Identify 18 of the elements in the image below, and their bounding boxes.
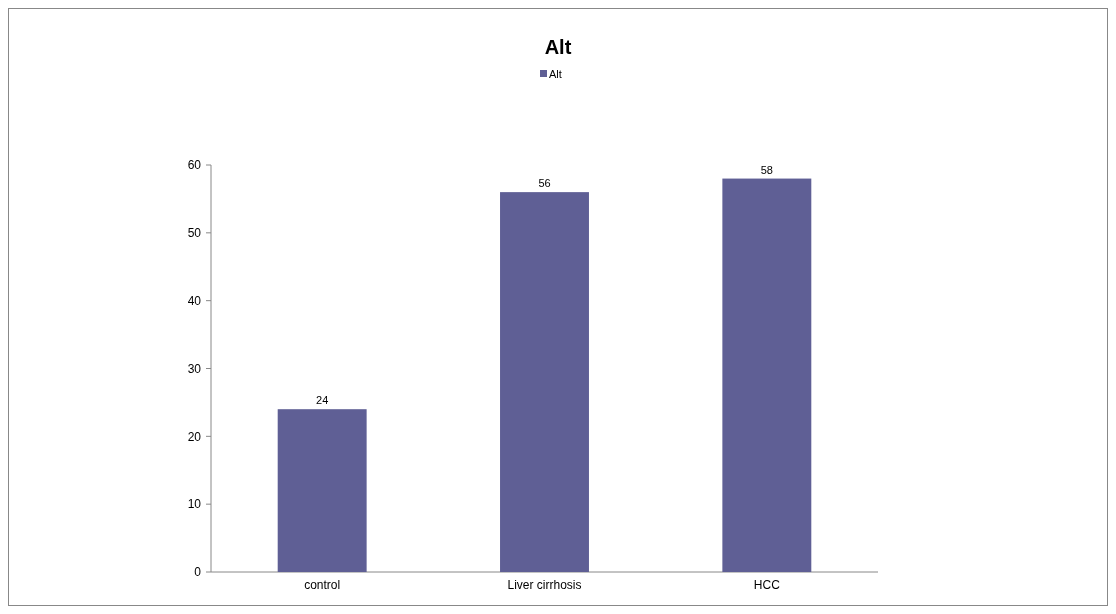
y-tick-label: 0 [194,565,202,580]
x-tick-label: control [304,578,341,592]
data-label: 58 [760,163,773,176]
y-tick-label: 60 [187,158,202,173]
data-label: 56 [538,177,551,190]
x-tick-label: HCC [753,578,781,592]
data-label: 24 [316,394,329,407]
bar [722,178,812,572]
x-tick-label: Liver cirrhosis [507,578,582,592]
y-tick-label: 10 [187,497,202,512]
bar [277,409,367,572]
y-tick-label: 30 [187,361,202,376]
chart-title: Alt [544,36,572,58]
y-tick-label: 20 [187,429,202,444]
y-tick-label: 50 [187,226,202,241]
y-tick-label: 40 [187,293,202,308]
bar [500,192,589,572]
legend-label: Alt [549,68,562,80]
